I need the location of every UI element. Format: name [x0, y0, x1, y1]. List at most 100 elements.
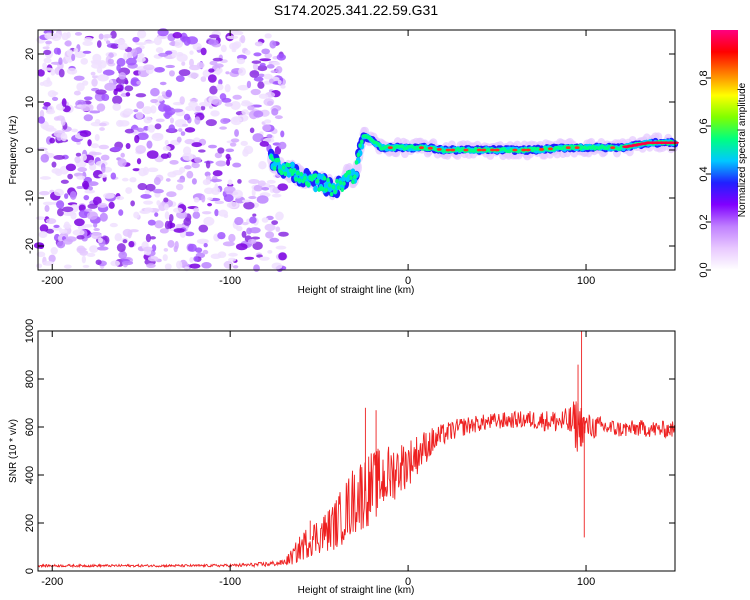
- noise-blob: [82, 264, 90, 268]
- noise-blob: [275, 211, 284, 221]
- noise-blob: [125, 57, 137, 66]
- noise-blob: [193, 207, 200, 213]
- noise-blob: [98, 173, 108, 178]
- noise-blob: [109, 222, 118, 228]
- noise-blob: [219, 126, 227, 130]
- noise-blob: [52, 226, 62, 231]
- y-tick-label: 10: [24, 96, 36, 108]
- ridge-core: [618, 147, 622, 151]
- noise-blob: [135, 56, 146, 63]
- noise-blob: [63, 212, 75, 217]
- noise-blob: [251, 188, 256, 197]
- ridge-core: [288, 167, 293, 173]
- noise-blob: [44, 32, 54, 40]
- noise-blob: [173, 245, 178, 253]
- noise-blob: [51, 96, 59, 101]
- noise-blob: [244, 102, 253, 106]
- noise-blob: [82, 80, 89, 86]
- noise-blob: [118, 251, 128, 260]
- noise-blob: [217, 231, 226, 240]
- noise-blob: [263, 98, 275, 107]
- noise-blob: [246, 80, 252, 89]
- ridge-peak: [481, 148, 487, 152]
- noise-blob: [77, 167, 88, 173]
- noise-blob: [209, 60, 218, 66]
- y-tick-label: 1000: [24, 319, 36, 343]
- noise-blob: [162, 145, 171, 151]
- snr-panel: -200 -100 0 100 0 200 400 600 800 1000 Height of…: [8, 319, 676, 596]
- noise-blob: [137, 183, 148, 191]
- colorbar-tick-label: 0.4: [698, 166, 710, 181]
- noise-blob: [180, 32, 188, 42]
- ridge-core: [336, 185, 341, 190]
- noise-blob: [123, 52, 128, 61]
- ridge-core: [358, 143, 362, 148]
- noise-blob: [252, 213, 257, 217]
- noise-blob: [50, 246, 58, 255]
- noise-blob: [66, 67, 78, 75]
- noise-blob: [184, 138, 195, 145]
- ridge-core: [335, 178, 339, 184]
- noise-blob: [117, 42, 128, 51]
- noise-blob: [232, 189, 243, 199]
- noise-blob: [56, 241, 66, 249]
- noise-blob: [216, 83, 224, 91]
- noise-blob: [39, 81, 45, 86]
- noise-blob: [103, 192, 115, 199]
- noise-blob: [178, 69, 191, 77]
- noise-blob: [225, 148, 235, 153]
- noise-blob: [154, 67, 165, 73]
- noise-blob: [146, 150, 159, 159]
- noise-blob: [90, 143, 99, 149]
- ridge-core: [283, 171, 288, 177]
- noise-blob: [234, 129, 239, 137]
- noise-blob: [214, 152, 223, 159]
- y-tick-label: 600: [24, 418, 36, 436]
- noise-blob: [147, 167, 159, 173]
- noise-blob: [77, 247, 86, 251]
- snr-series-line: [38, 401, 675, 569]
- spectrogram-noise: [33, 28, 289, 272]
- noise-blob: [257, 180, 266, 187]
- noise-blob: [143, 246, 153, 252]
- noise-blob: [195, 105, 202, 112]
- noise-blob: [158, 103, 168, 112]
- ridge-core: [272, 166, 277, 171]
- noise-blob: [200, 76, 207, 82]
- noise-blob: [171, 51, 177, 58]
- noise-blob: [116, 57, 126, 67]
- noise-blob: [173, 228, 185, 233]
- noise-blob: [60, 117, 66, 126]
- noise-blob: [201, 194, 206, 203]
- noise-blob: [74, 156, 81, 164]
- noise-blob: [94, 133, 100, 142]
- y-tick-label: 200: [24, 514, 36, 532]
- noise-blob: [187, 72, 200, 79]
- noise-blob: [251, 60, 262, 64]
- noise-blob: [186, 36, 198, 45]
- noise-blob: [261, 186, 270, 191]
- noise-blob: [122, 239, 128, 244]
- noise-blob: [259, 58, 272, 62]
- noise-blob: [96, 103, 106, 112]
- noise-blob: [269, 237, 280, 243]
- noise-blob: [157, 35, 168, 40]
- noise-blob: [181, 123, 189, 127]
- noise-blob: [212, 57, 223, 62]
- y-tick-label: 20: [24, 48, 36, 60]
- ridge-core: [591, 144, 595, 149]
- noise-blob: [263, 119, 272, 124]
- noise-blob: [152, 188, 164, 194]
- noise-blob: [62, 206, 74, 213]
- noise-blob: [180, 131, 186, 136]
- noise-blob: [196, 238, 209, 245]
- noise-blob: [164, 211, 170, 220]
- noise-blob: [140, 194, 152, 199]
- ridge-core: [356, 152, 361, 158]
- noise-blob: [220, 44, 227, 53]
- noise-blob: [240, 140, 248, 146]
- noise-blob: [121, 260, 134, 266]
- noise-blob: [214, 200, 225, 205]
- y-tick-label: -20: [24, 238, 36, 254]
- noise-blob: [93, 228, 100, 232]
